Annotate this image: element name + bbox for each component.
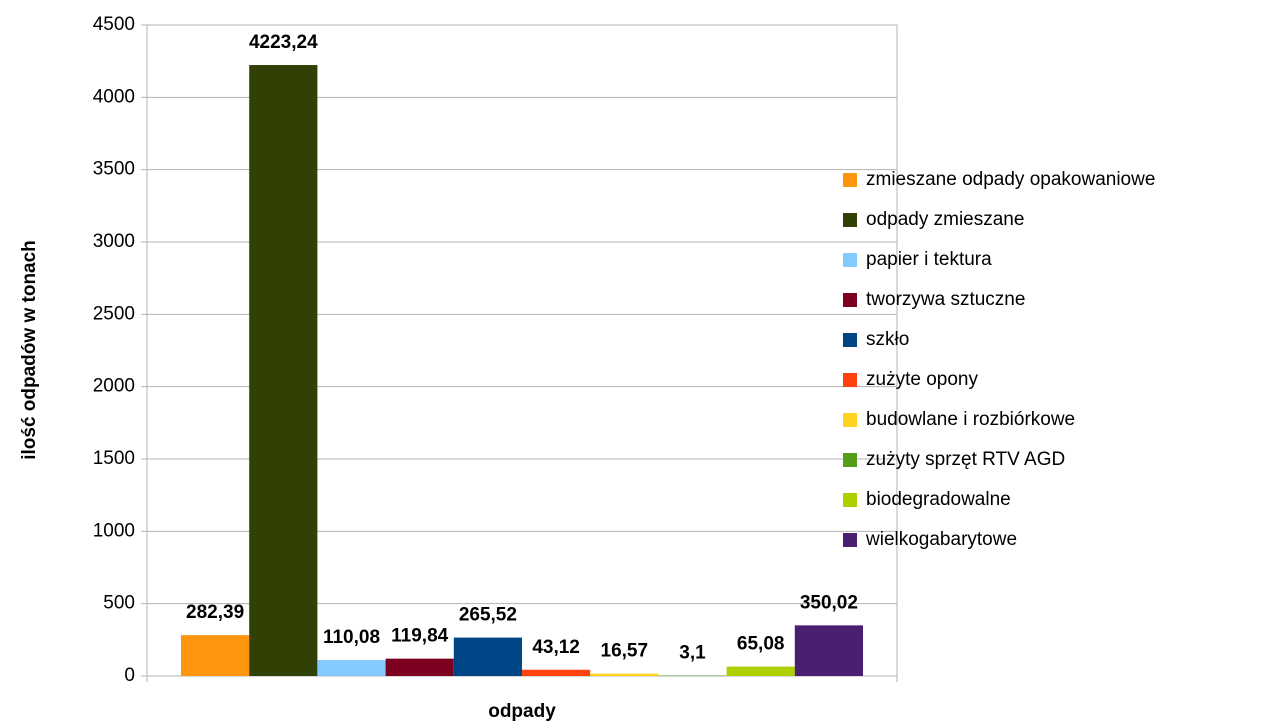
y-axis-label: ilość odpadów w tonach	[19, 240, 40, 460]
legend-swatch	[843, 493, 857, 507]
y-tick-label: 1500	[93, 448, 135, 469]
legend-swatch	[843, 373, 857, 387]
bar	[317, 660, 386, 676]
legend-label: zmieszane odpady opakowaniowe	[866, 169, 1155, 190]
value-label: 16,57	[601, 641, 649, 662]
legend-swatch	[843, 173, 857, 187]
value-label: 265,52	[459, 605, 517, 626]
bar	[453, 637, 522, 676]
bar	[726, 666, 795, 676]
bar	[794, 625, 863, 676]
y-tick-label: 3500	[93, 159, 135, 180]
bar	[181, 635, 250, 676]
legend-swatch	[843, 293, 857, 307]
legend-swatch	[843, 413, 857, 427]
y-tick-label: 500	[103, 593, 135, 614]
value-label: 43,12	[532, 637, 580, 658]
legend-label: zużyte opony	[866, 369, 978, 390]
value-label: 350,02	[800, 592, 858, 613]
legend-label: odpady zmieszane	[866, 209, 1024, 230]
value-label: 65,08	[737, 634, 785, 655]
legend-swatch	[843, 533, 857, 547]
bar	[522, 669, 591, 676]
legend-label: papier i tektura	[866, 249, 992, 270]
bar	[590, 673, 659, 676]
legend-label: budowlane i rozbiórkowe	[866, 409, 1075, 430]
legend-swatch	[843, 213, 857, 227]
legend-label: wielkogabarytowe	[865, 529, 1017, 550]
legend-swatch	[843, 333, 857, 347]
x-axis-label: odpady	[488, 701, 556, 722]
value-label: 4223,24	[249, 32, 318, 53]
y-tick-label: 1000	[93, 520, 135, 541]
y-tick-label: 4500	[93, 14, 135, 35]
bar	[249, 65, 318, 676]
y-tick-label: 0	[124, 665, 135, 686]
legend-swatch	[843, 253, 857, 267]
value-label: 110,08	[323, 627, 380, 648]
y-tick-label: 2500	[93, 303, 135, 324]
value-label: 3,1	[679, 643, 706, 664]
legend-label: tworzywa sztuczne	[866, 289, 1025, 310]
legend-swatch	[843, 453, 857, 467]
legend-label: szkło	[866, 329, 909, 350]
y-tick-label: 2000	[93, 376, 135, 397]
bar	[385, 658, 454, 676]
value-label: 119,84	[391, 626, 448, 647]
y-tick-label: 3000	[93, 231, 135, 252]
legend-label: zużyty sprzęt RTV AGD	[866, 449, 1065, 470]
legend-label: biodegradowalne	[866, 489, 1011, 510]
y-tick-label: 4000	[93, 86, 135, 107]
value-label: 282,39	[186, 602, 244, 623]
